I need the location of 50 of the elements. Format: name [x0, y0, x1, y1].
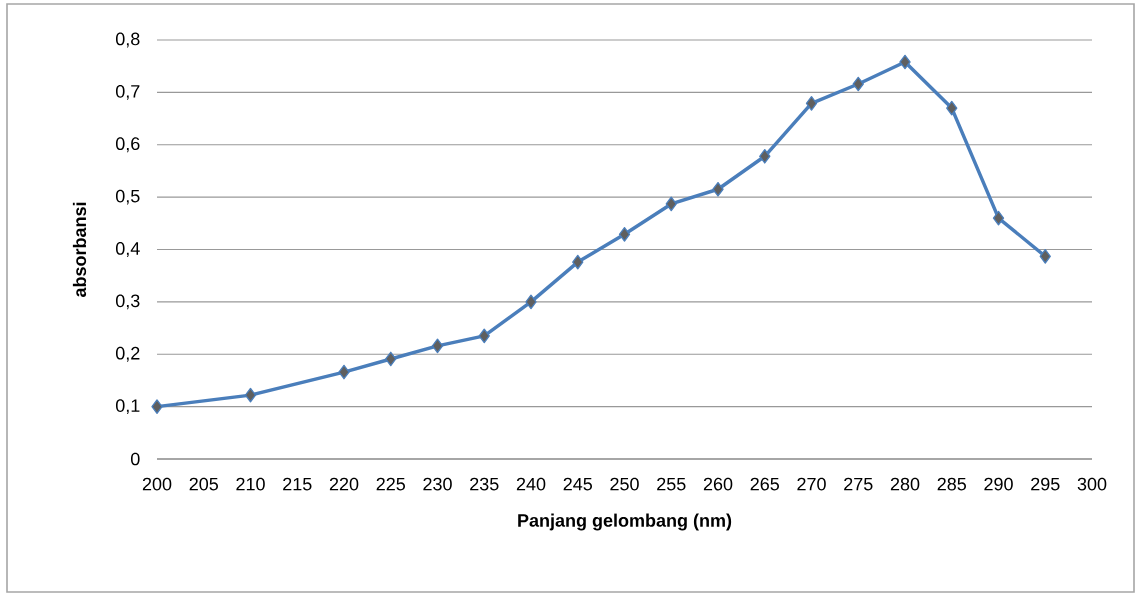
point — [572, 254, 584, 270]
x-tick-label: 245 — [563, 477, 593, 491]
point — [385, 351, 397, 367]
x-tick-label: 280 — [890, 477, 920, 491]
y-axis-title: absorbansi — [72, 202, 87, 297]
y-tick-label: 0,6 — [115, 137, 140, 153]
x-tick-label: 235 — [470, 477, 499, 491]
x-tick-label: 215 — [283, 477, 312, 491]
y-tick-label: 0,1 — [115, 399, 140, 415]
x-tick-label: 255 — [657, 477, 686, 491]
point — [525, 294, 537, 310]
x-tick-label: 290 — [984, 477, 1013, 491]
x-tick-label: 285 — [937, 477, 967, 491]
x-tick-label: 205 — [189, 477, 219, 491]
x-tick-label: 220 — [329, 477, 359, 491]
y-tick-label: 0,5 — [115, 189, 140, 205]
y-tick-label: 0 — [130, 452, 140, 466]
point — [712, 181, 724, 197]
point — [618, 226, 631, 242]
x-tick-label: 300 — [1077, 477, 1107, 491]
point — [244, 387, 257, 403]
x-tick-label: 250 — [610, 477, 639, 491]
x-tick-label: 210 — [236, 477, 265, 491]
x-axis-title: Panjang gelombang (nm) — [518, 513, 732, 531]
y-tick-label: 0,2 — [115, 346, 140, 362]
point — [852, 76, 864, 92]
x-tick-label: 240 — [516, 477, 546, 491]
y-tick-label: 0,7 — [115, 84, 140, 100]
x-tick-label: 200 — [142, 477, 172, 491]
x-tick-label: 295 — [1031, 477, 1060, 491]
point — [946, 100, 958, 116]
y-tick-label: 0,8 — [115, 32, 140, 48]
point — [431, 338, 444, 354]
point — [992, 210, 1005, 226]
x-tick-label: 270 — [797, 477, 826, 491]
y-tick-label: 0,3 — [115, 294, 140, 310]
x-tick-label: 225 — [376, 477, 406, 491]
point — [665, 196, 677, 212]
point — [151, 399, 163, 414]
point — [338, 364, 350, 380]
point — [1039, 248, 1051, 264]
point — [478, 328, 490, 344]
point — [759, 148, 771, 164]
point — [899, 54, 911, 70]
point — [805, 96, 818, 111]
x-tick-label: 265 — [750, 477, 780, 491]
y-tick-label: 0,4 — [115, 242, 140, 257]
x-tick-label: 275 — [844, 477, 873, 491]
x-tick-label: 260 — [703, 477, 733, 491]
x-tick-label: 230 — [423, 477, 452, 491]
